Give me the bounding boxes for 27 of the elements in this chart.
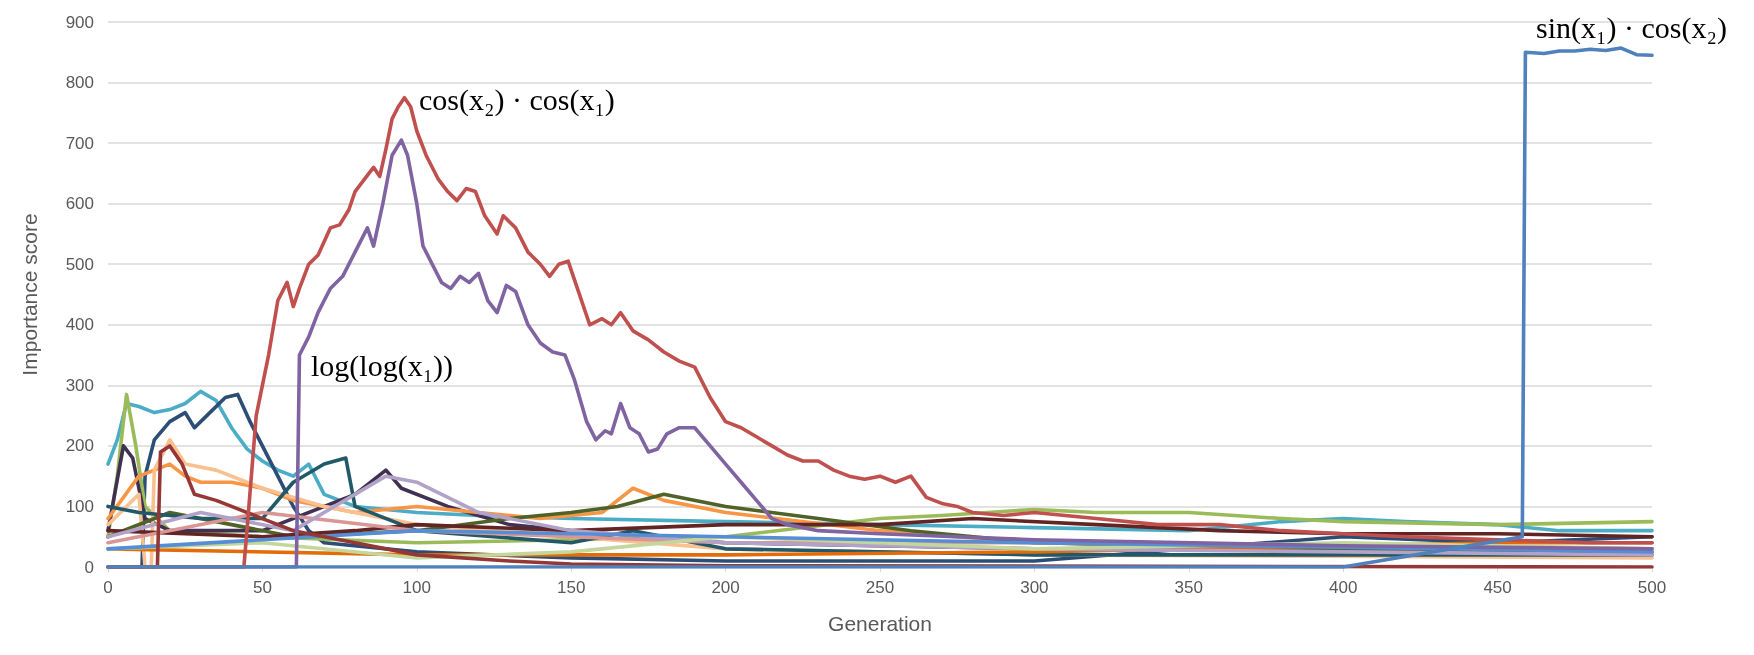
x-tick-label: 500 (1637, 578, 1667, 597)
y-tick-label: 200 (65, 436, 94, 456)
x-tick-label: 200 (711, 578, 740, 597)
y-tick-label: 400 (65, 315, 94, 335)
y-tick-label: 0 (84, 557, 94, 577)
annotation: log(log(x₁)) (311, 348, 454, 383)
x-tick-label: 350 (1174, 578, 1203, 597)
x-tick-label: 150 (557, 578, 586, 597)
annotation: sin(x₁) · cos(x₂) (1536, 10, 1727, 45)
y-tick-label: 600 (65, 194, 94, 214)
x-tick-label: 450 (1483, 578, 1512, 597)
y-axis-title: Importance score (18, 213, 41, 376)
x-axis-title: Generation (828, 612, 932, 635)
y-tick-label: 900 (65, 12, 94, 32)
annotation: cos(x₂) · cos(x₁) (419, 82, 615, 117)
line-series (106, 528, 1654, 554)
y-tick-label: 300 (65, 375, 94, 395)
y-tick-label: 800 (65, 73, 94, 93)
x-tick-label: 50 (252, 578, 272, 597)
x-tick-label: 0 (103, 578, 113, 597)
y-tick-label: 100 (65, 496, 94, 516)
y-tick-label: 700 (65, 133, 94, 153)
x-tick-label: 300 (1020, 578, 1049, 597)
x-tick-label: 400 (1329, 578, 1358, 597)
x-tick-label: 250 (865, 578, 895, 597)
y-tick-label: 500 (65, 254, 94, 274)
x-tick-label: 100 (402, 578, 431, 597)
